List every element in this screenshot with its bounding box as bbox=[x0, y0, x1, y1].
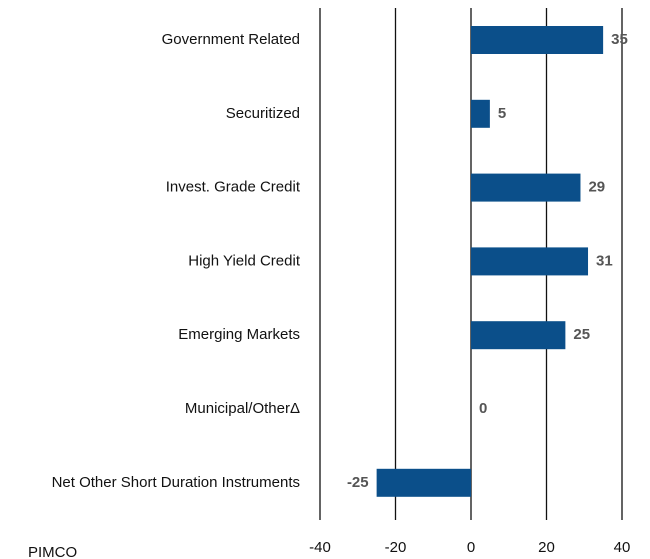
y-tick-label: High Yield Credit bbox=[188, 252, 301, 269]
value-label: 29 bbox=[588, 179, 605, 196]
value-label: 25 bbox=[573, 326, 590, 343]
value-label: 31 bbox=[596, 252, 613, 269]
x-tick-label: 40 bbox=[614, 539, 631, 556]
value-label: 35 bbox=[611, 31, 628, 48]
bar bbox=[471, 173, 581, 202]
bar bbox=[471, 26, 604, 54]
value-label: 0 bbox=[479, 400, 487, 417]
value-label: 5 bbox=[498, 105, 506, 122]
y-tick-label: Government Related bbox=[162, 31, 300, 48]
value-label: -25 bbox=[347, 474, 369, 491]
x-tick-label: 0 bbox=[467, 539, 475, 556]
bar bbox=[471, 321, 566, 350]
x-tick-label: 20 bbox=[538, 539, 555, 556]
y-tick-label: Securitized bbox=[226, 105, 300, 122]
bar bbox=[376, 468, 471, 497]
bar bbox=[471, 247, 589, 276]
bar bbox=[471, 99, 490, 128]
y-tick-label: Invest. Grade Credit bbox=[166, 179, 301, 196]
source: PIMCO bbox=[28, 544, 77, 559]
y-tick-label: Emerging Markets bbox=[178, 326, 300, 343]
y-tick-label: Net Other Short Duration Instruments bbox=[52, 474, 300, 491]
x-tick-label: -40 bbox=[309, 539, 331, 556]
y-tick-label: Municipal/OtherΔ bbox=[185, 400, 300, 417]
x-tick-label: -20 bbox=[385, 539, 407, 556]
